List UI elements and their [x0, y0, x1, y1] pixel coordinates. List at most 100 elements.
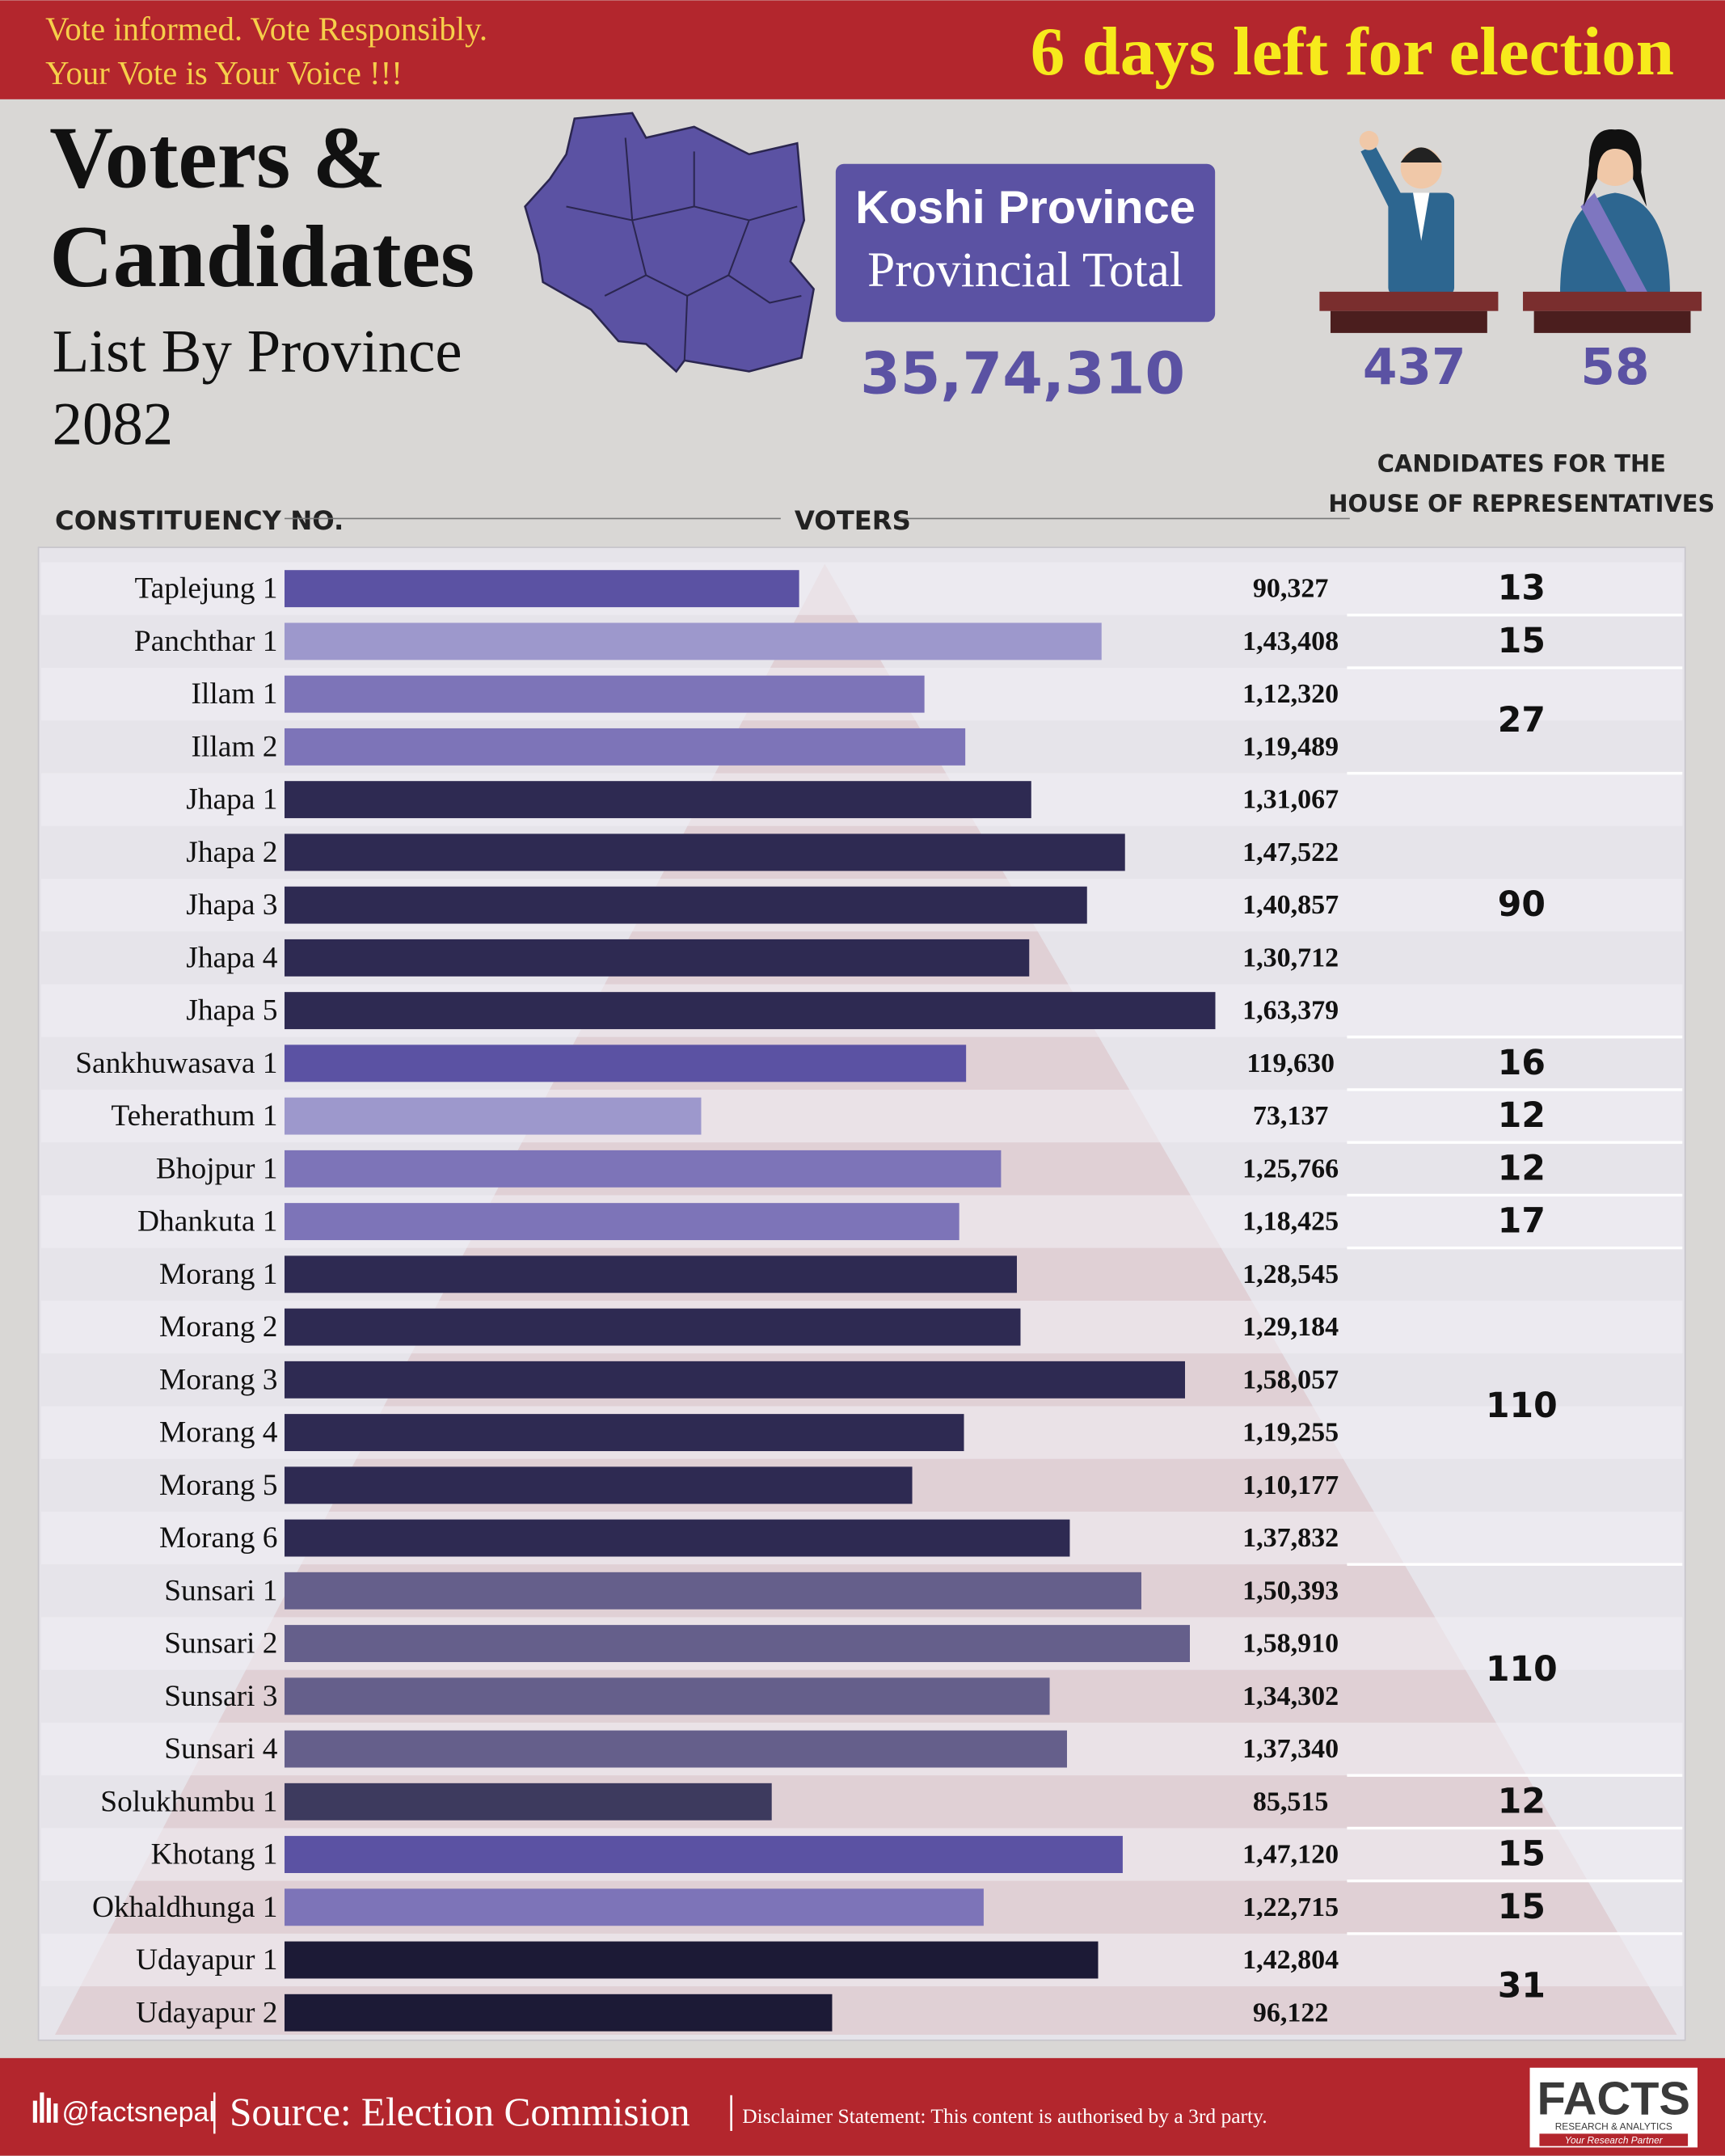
candidate-count: 110	[1486, 1386, 1558, 1426]
category-label: Panchthar 1	[134, 625, 278, 658]
candidate-count: 12	[1498, 1096, 1546, 1136]
value-label: 1,63,379	[1242, 996, 1339, 1026]
map-borders	[566, 137, 802, 361]
value-label: 1,18,425	[1242, 1207, 1339, 1237]
bar	[284, 1414, 964, 1452]
bar	[284, 939, 1030, 977]
value-label: 85,515	[1253, 1787, 1329, 1816]
column-header: VOTERS	[795, 505, 911, 536]
tagline: Your Vote is Your Voice !!!	[45, 55, 403, 91]
female-figure	[1523, 129, 1702, 333]
value-label: 1,19,255	[1242, 1418, 1339, 1448]
value-label: 1,28,545	[1242, 1259, 1339, 1289]
candidate-count: 15	[1498, 622, 1546, 661]
value-label: 1,37,340	[1242, 1734, 1339, 1764]
bar	[284, 1255, 1017, 1293]
bar	[284, 1730, 1067, 1768]
province-name: Koshi Province	[855, 182, 1196, 234]
handle: @factsnepal	[62, 2097, 216, 2128]
category-label: Solukhumbu 1	[100, 1785, 277, 1818]
disclaimer: Disclaimer Statement: This content is au…	[742, 2104, 1267, 2128]
title: Voters &	[49, 109, 386, 207]
category-label: Jhapa 4	[186, 941, 277, 974]
bar	[284, 1783, 772, 1821]
category-label: Teherathum 1	[111, 1099, 277, 1133]
bar	[284, 622, 1102, 660]
bar	[284, 1994, 833, 2032]
value-label: 1,10,177	[1242, 1470, 1339, 1500]
logo-sub: RESEARCH & ANALYTICS	[1555, 2120, 1672, 2132]
category-label: Morang 1	[159, 1258, 277, 1291]
value-label: 1,58,057	[1242, 1365, 1339, 1394]
bar	[284, 1203, 960, 1241]
category-label: Sunsari 4	[164, 1732, 278, 1766]
province-map	[524, 112, 815, 373]
category-label: Bhojpur 1	[156, 1152, 278, 1185]
category-label: Jhapa 1	[186, 783, 277, 816]
male-figure	[1319, 130, 1499, 333]
bar	[284, 781, 1031, 819]
value-label: 1,47,522	[1242, 838, 1339, 867]
logo-band	[1539, 2133, 1689, 2146]
logo-tag: Your Research Partner	[1565, 2134, 1664, 2145]
bar	[284, 1044, 967, 1082]
value-label: 1,22,715	[1242, 1892, 1339, 1922]
bar	[284, 1888, 984, 1926]
countdown: 6 days left for election	[1031, 14, 1674, 90]
value-label: 1,30,712	[1242, 943, 1339, 973]
category-label: Dhankuta 1	[137, 1205, 277, 1238]
candidate-count: 16	[1498, 1044, 1546, 1083]
category-label: Illam 2	[192, 730, 278, 763]
value-label: 1,37,832	[1242, 1523, 1339, 1553]
value-label: 1,34,302	[1242, 1681, 1339, 1711]
category-label: Jhapa 2	[186, 836, 277, 869]
title: Candidates	[49, 208, 474, 306]
year: 2082	[53, 391, 174, 458]
source: Source: Election Commision	[230, 2090, 690, 2134]
bar	[284, 1150, 1002, 1188]
candidate-count: 17	[1498, 1202, 1546, 1242]
value-label: 1,47,120	[1242, 1840, 1339, 1870]
value-label: 1,58,910	[1242, 1629, 1339, 1659]
candidate-count: 15	[1498, 1888, 1546, 1927]
value-label: 1,40,857	[1242, 890, 1339, 920]
value-label: 1,31,067	[1242, 785, 1339, 815]
province-box	[835, 163, 1216, 323]
category-label: Morang 4	[159, 1416, 278, 1449]
value-label: 1,50,393	[1242, 1576, 1339, 1605]
value-label: 90,327	[1253, 574, 1329, 604]
candidate-count: 13	[1498, 569, 1546, 609]
header-bar	[0, 0, 1725, 99]
bar	[284, 1677, 1050, 1715]
value-label: 1,12,320	[1242, 679, 1339, 709]
value-label: 1,43,408	[1242, 627, 1339, 656]
candidate-count: 15	[1498, 1835, 1546, 1875]
candidate-count: 90	[1498, 885, 1546, 925]
value-label: 96,122	[1253, 1998, 1329, 2027]
bar	[284, 1941, 1099, 1979]
value-label: 119,630	[1246, 1048, 1335, 1078]
tagline: Vote informed. Vote Responsibly.	[45, 11, 487, 48]
category-label: Jhapa 5	[186, 994, 277, 1027]
bar	[284, 992, 1216, 1030]
bar	[284, 1836, 1123, 1873]
candidate-count: 31	[1498, 1967, 1546, 2006]
bar	[284, 570, 799, 608]
category-label: Morang 6	[159, 1521, 277, 1555]
candidate-count: 12	[1498, 1149, 1546, 1188]
value-label: 1,25,766	[1242, 1154, 1339, 1183]
category-label: Khotang 1	[151, 1838, 278, 1871]
footer-bar	[0, 2057, 1725, 2156]
value-label: 1,29,184	[1242, 1312, 1339, 1342]
column-header: CONSTITUENCY NO.	[55, 505, 344, 536]
category-label: Morang 2	[159, 1310, 277, 1344]
category-label: Okhaldhunga 1	[92, 1891, 278, 1924]
category-label: Jhapa 3	[186, 888, 277, 922]
category-label: Morang 3	[159, 1363, 277, 1396]
bar	[284, 1097, 702, 1135]
bar	[284, 1572, 1141, 1610]
category-label: Sankhuwasava 1	[75, 1047, 277, 1080]
category-label: Morang 5	[159, 1469, 277, 1502]
female-candidates: 58	[1580, 339, 1649, 396]
